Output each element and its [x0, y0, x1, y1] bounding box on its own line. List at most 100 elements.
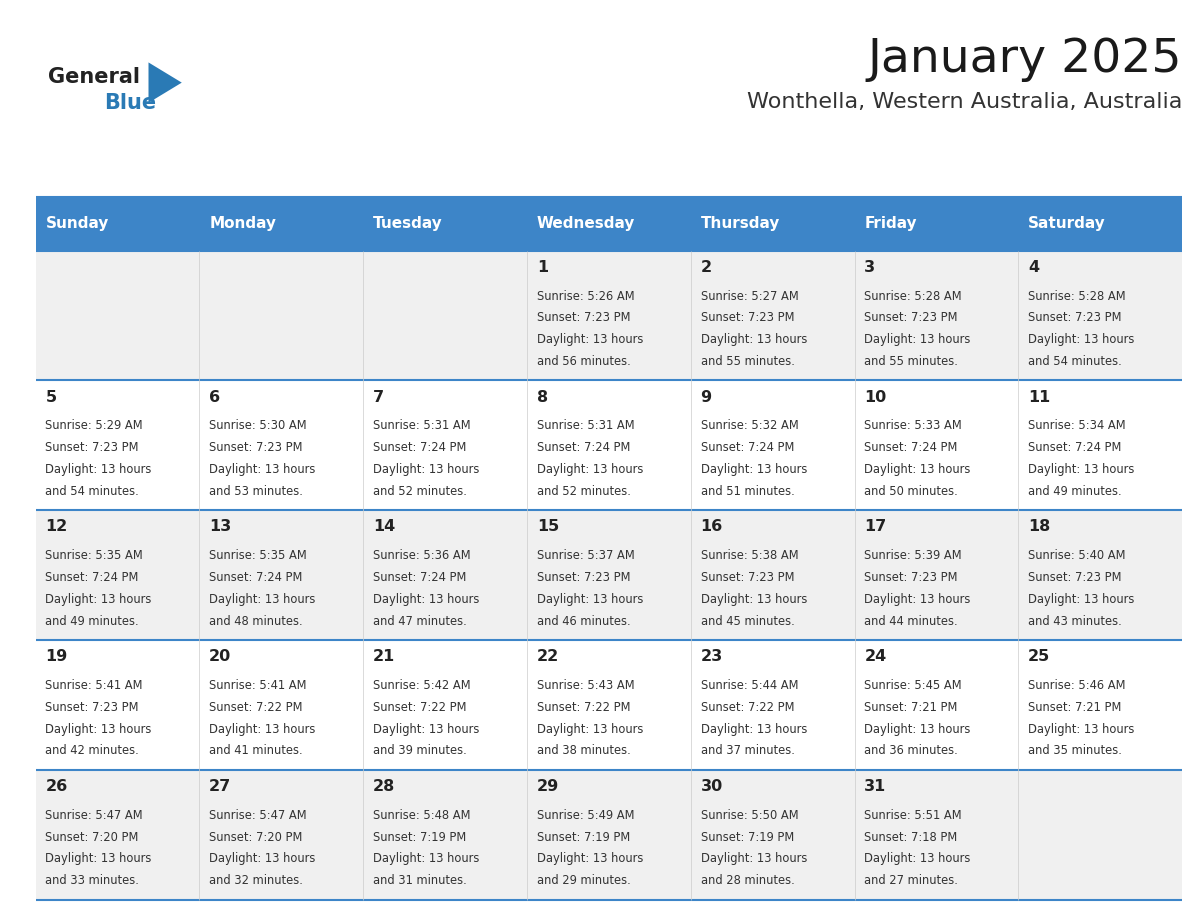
- Bar: [527, 510, 690, 640]
- Text: Sunrise: 5:39 AM: Sunrise: 5:39 AM: [865, 549, 962, 562]
- Bar: [36, 197, 200, 251]
- Text: Sunset: 7:24 PM: Sunset: 7:24 PM: [373, 571, 467, 584]
- Text: 29: 29: [537, 778, 560, 794]
- Text: Sunrise: 5:29 AM: Sunrise: 5:29 AM: [45, 420, 143, 432]
- Text: and 56 minutes.: and 56 minutes.: [537, 355, 631, 368]
- Text: and 38 minutes.: and 38 minutes.: [537, 744, 631, 757]
- Text: Sunrise: 5:49 AM: Sunrise: 5:49 AM: [537, 809, 634, 822]
- Text: 17: 17: [865, 520, 886, 534]
- Text: and 48 minutes.: and 48 minutes.: [209, 614, 303, 628]
- Text: and 36 minutes.: and 36 minutes.: [865, 744, 958, 757]
- Text: 21: 21: [373, 649, 396, 664]
- Text: Sunset: 7:22 PM: Sunset: 7:22 PM: [537, 700, 631, 714]
- Bar: [1018, 770, 1182, 900]
- Text: Sunrise: 5:37 AM: Sunrise: 5:37 AM: [537, 549, 634, 562]
- Text: Daylight: 13 hours: Daylight: 13 hours: [865, 593, 971, 606]
- Bar: [1018, 251, 1182, 380]
- Text: 13: 13: [209, 520, 232, 534]
- Text: 30: 30: [701, 778, 722, 794]
- Text: 26: 26: [45, 778, 68, 794]
- Bar: [36, 251, 200, 380]
- Text: 7: 7: [373, 389, 384, 405]
- Text: Sunrise: 5:47 AM: Sunrise: 5:47 AM: [45, 809, 143, 822]
- Text: Daylight: 13 hours: Daylight: 13 hours: [865, 463, 971, 476]
- Text: Daylight: 13 hours: Daylight: 13 hours: [373, 722, 480, 735]
- Text: 31: 31: [865, 778, 886, 794]
- Text: 8: 8: [537, 389, 548, 405]
- Text: Daylight: 13 hours: Daylight: 13 hours: [701, 722, 807, 735]
- Text: Sunrise: 5:45 AM: Sunrise: 5:45 AM: [865, 679, 962, 692]
- Text: Sunrise: 5:33 AM: Sunrise: 5:33 AM: [865, 420, 962, 432]
- Text: Sunset: 7:24 PM: Sunset: 7:24 PM: [701, 442, 794, 454]
- Text: and 29 minutes.: and 29 minutes.: [537, 874, 631, 887]
- Bar: [1018, 510, 1182, 640]
- Text: Sunrise: 5:26 AM: Sunrise: 5:26 AM: [537, 289, 634, 303]
- Text: and 42 minutes.: and 42 minutes.: [45, 744, 139, 757]
- Bar: [1018, 197, 1182, 251]
- Bar: [854, 380, 1018, 510]
- Text: 3: 3: [865, 260, 876, 274]
- Text: Daylight: 13 hours: Daylight: 13 hours: [701, 593, 807, 606]
- Text: Sunset: 7:23 PM: Sunset: 7:23 PM: [537, 311, 631, 324]
- Text: and 50 minutes.: and 50 minutes.: [865, 485, 958, 498]
- Bar: [200, 640, 364, 770]
- Bar: [364, 251, 527, 380]
- Text: Daylight: 13 hours: Daylight: 13 hours: [209, 853, 316, 866]
- Text: Sunrise: 5:46 AM: Sunrise: 5:46 AM: [1028, 679, 1125, 692]
- Text: Daylight: 13 hours: Daylight: 13 hours: [1028, 593, 1135, 606]
- Text: Sunrise: 5:30 AM: Sunrise: 5:30 AM: [209, 420, 307, 432]
- Text: Sunrise: 5:47 AM: Sunrise: 5:47 AM: [209, 809, 307, 822]
- Text: Sunset: 7:23 PM: Sunset: 7:23 PM: [45, 442, 139, 454]
- Bar: [200, 510, 364, 640]
- Text: Saturday: Saturday: [1028, 217, 1106, 231]
- Bar: [527, 380, 690, 510]
- Bar: [364, 197, 527, 251]
- Text: Sunrise: 5:28 AM: Sunrise: 5:28 AM: [865, 289, 962, 303]
- Bar: [690, 197, 854, 251]
- Text: Sunset: 7:24 PM: Sunset: 7:24 PM: [209, 571, 303, 584]
- Bar: [854, 251, 1018, 380]
- Text: Sunset: 7:22 PM: Sunset: 7:22 PM: [209, 700, 303, 714]
- Text: Sunrise: 5:31 AM: Sunrise: 5:31 AM: [373, 420, 470, 432]
- Text: Sunset: 7:23 PM: Sunset: 7:23 PM: [701, 311, 794, 324]
- Text: and 55 minutes.: and 55 minutes.: [865, 355, 959, 368]
- Text: Monday: Monday: [209, 217, 277, 231]
- Bar: [527, 251, 690, 380]
- Text: Sunset: 7:22 PM: Sunset: 7:22 PM: [701, 700, 794, 714]
- Text: 16: 16: [701, 520, 722, 534]
- Bar: [36, 380, 200, 510]
- Text: January 2025: January 2025: [867, 37, 1182, 82]
- Text: 19: 19: [45, 649, 68, 664]
- Bar: [527, 640, 690, 770]
- Text: and 31 minutes.: and 31 minutes.: [373, 874, 467, 887]
- Text: Sunset: 7:22 PM: Sunset: 7:22 PM: [373, 700, 467, 714]
- Text: 20: 20: [209, 649, 232, 664]
- Text: and 46 minutes.: and 46 minutes.: [537, 614, 631, 628]
- Text: and 45 minutes.: and 45 minutes.: [701, 614, 795, 628]
- Text: Sunset: 7:19 PM: Sunset: 7:19 PM: [701, 831, 794, 844]
- Text: 6: 6: [209, 389, 220, 405]
- Text: Sunset: 7:20 PM: Sunset: 7:20 PM: [45, 831, 139, 844]
- Bar: [854, 770, 1018, 900]
- Text: Sunrise: 5:27 AM: Sunrise: 5:27 AM: [701, 289, 798, 303]
- Bar: [690, 510, 854, 640]
- Bar: [1018, 380, 1182, 510]
- Text: Wonthella, Western Australia, Australia: Wonthella, Western Australia, Australia: [747, 92, 1182, 112]
- Bar: [1018, 640, 1182, 770]
- Text: and 41 minutes.: and 41 minutes.: [209, 744, 303, 757]
- Bar: [364, 510, 527, 640]
- Text: Sunrise: 5:40 AM: Sunrise: 5:40 AM: [1028, 549, 1125, 562]
- Text: Daylight: 13 hours: Daylight: 13 hours: [1028, 463, 1135, 476]
- Text: Sunrise: 5:42 AM: Sunrise: 5:42 AM: [373, 679, 470, 692]
- Text: and 54 minutes.: and 54 minutes.: [1028, 355, 1121, 368]
- Text: Sunrise: 5:35 AM: Sunrise: 5:35 AM: [209, 549, 307, 562]
- Text: Daylight: 13 hours: Daylight: 13 hours: [865, 333, 971, 346]
- Bar: [200, 251, 364, 380]
- Text: Tuesday: Tuesday: [373, 217, 443, 231]
- Text: Sunrise: 5:31 AM: Sunrise: 5:31 AM: [537, 420, 634, 432]
- Bar: [364, 380, 527, 510]
- Text: Daylight: 13 hours: Daylight: 13 hours: [701, 463, 807, 476]
- Text: and 52 minutes.: and 52 minutes.: [373, 485, 467, 498]
- Text: Sunset: 7:24 PM: Sunset: 7:24 PM: [865, 442, 958, 454]
- Text: Sunset: 7:20 PM: Sunset: 7:20 PM: [209, 831, 303, 844]
